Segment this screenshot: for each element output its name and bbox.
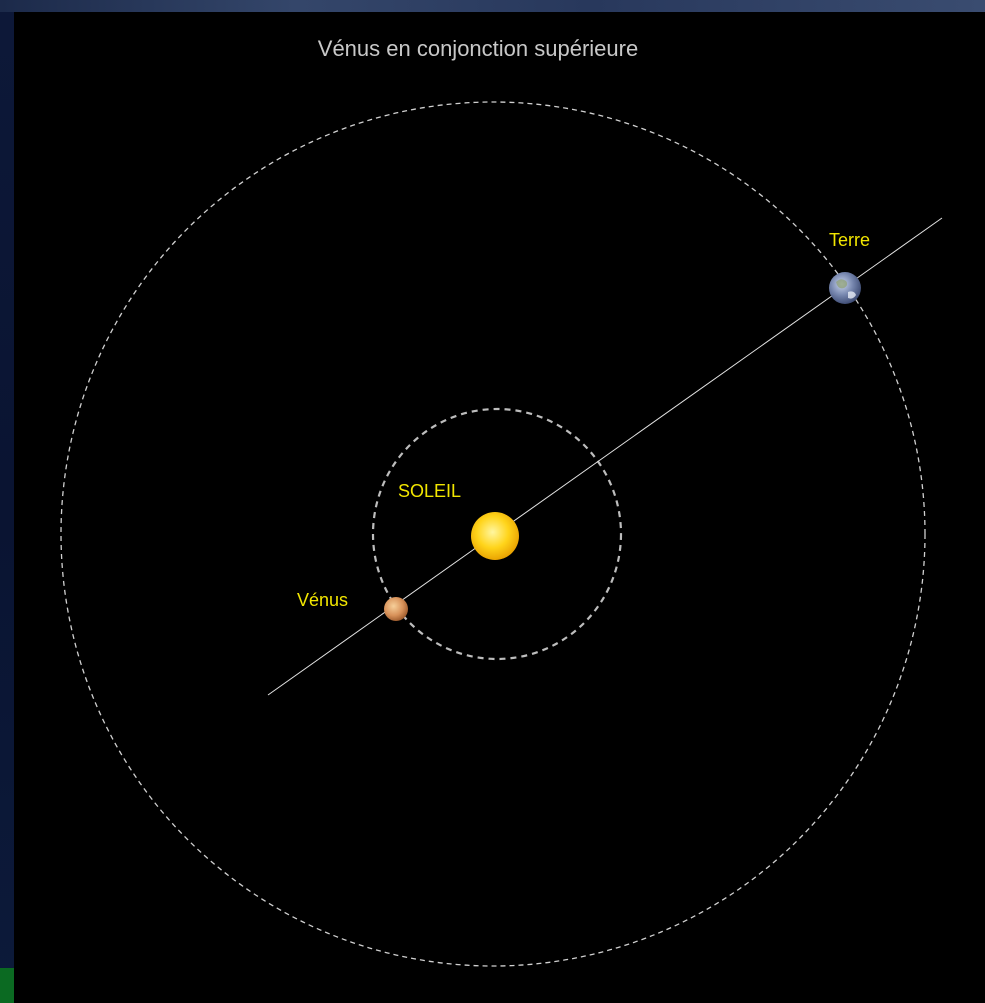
sun-icon xyxy=(471,512,519,560)
venus-label: Vénus xyxy=(297,590,348,610)
venus-planet-icon xyxy=(384,597,408,621)
starfield-background-top xyxy=(0,0,985,12)
starfield-background-left xyxy=(0,12,14,1003)
alignment-line xyxy=(267,217,943,696)
diagram-panel xyxy=(14,12,985,1003)
earth-planet-icon xyxy=(829,272,861,304)
sun-label: SOLEIL xyxy=(398,481,461,501)
diagram-title: Vénus en conjonction supérieure xyxy=(318,36,638,61)
earth-orbit xyxy=(60,101,926,967)
venus-orbit xyxy=(371,407,623,661)
earth-label: Terre xyxy=(829,230,870,250)
green-edge-strip xyxy=(0,968,14,1003)
